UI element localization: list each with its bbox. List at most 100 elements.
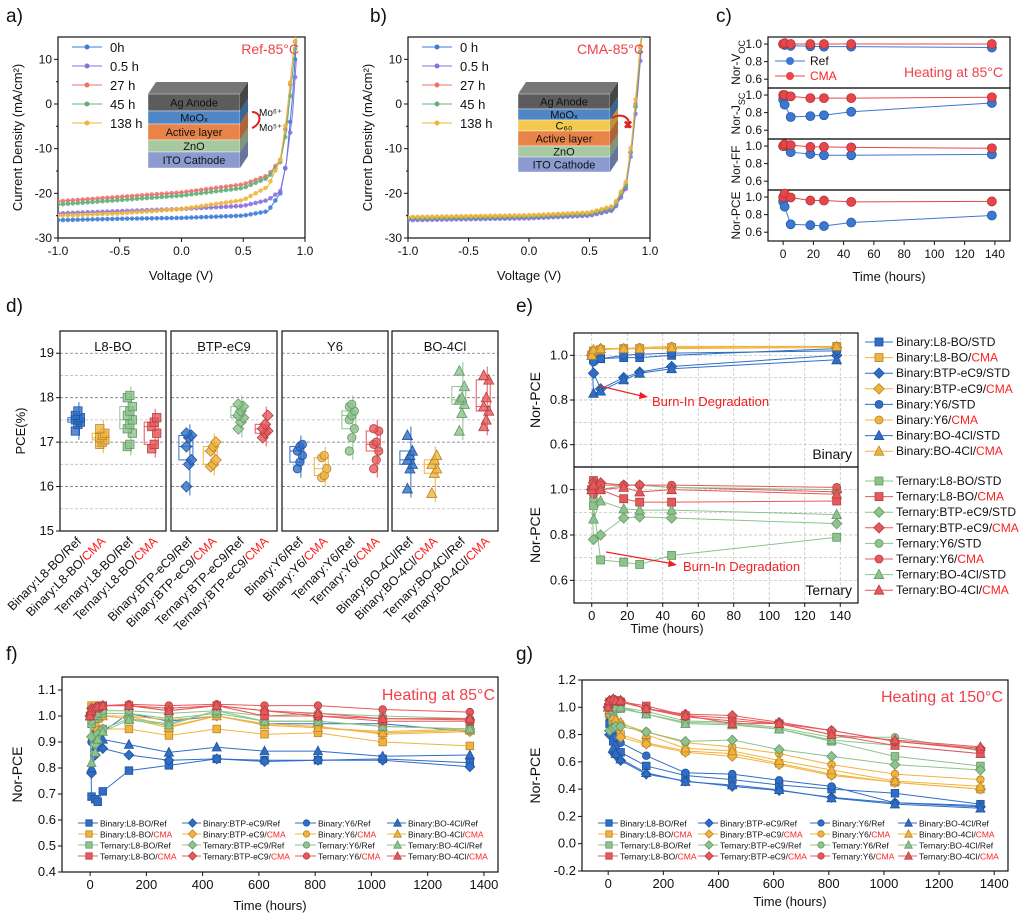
y-tick-label: 0.6: [745, 225, 762, 239]
data-point: [623, 179, 629, 185]
data-point: [594, 529, 607, 541]
data-point: [169, 207, 174, 212]
data-point: [619, 557, 629, 567]
x-tick-label: 200: [136, 877, 158, 892]
data-point: [638, 49, 643, 55]
y-tick-label: -10: [35, 142, 53, 156]
data-point: [238, 182, 244, 188]
data-point: [180, 427, 193, 440]
legend-label: Ternary:BTP-eC9/Ref: [203, 841, 285, 851]
data-point: [604, 205, 609, 211]
legend-label: Ternary:Y6/Ref: [318, 841, 375, 851]
data-point: [322, 464, 332, 474]
data-point: [159, 215, 165, 221]
data-point: [638, 43, 643, 49]
data-point: [159, 194, 165, 200]
legend-label: Ternary:Y6/CMA: [896, 552, 984, 566]
data-point: [95, 424, 105, 434]
data-point: [248, 201, 253, 207]
y-axis-label: Current Density (mA/cm²): [10, 64, 25, 211]
data-point: [208, 189, 214, 195]
data-point: [617, 512, 630, 524]
legend-item: Binary:Y6/Ref: [810, 819, 885, 829]
layer-label: Active layer: [166, 127, 223, 139]
data-point: [458, 213, 464, 219]
data-point: [259, 755, 271, 768]
data-point: [124, 216, 130, 221]
legend-label: Ternary:L8-BO/CMA: [896, 490, 1004, 504]
x-axis-label: Time (hours): [753, 894, 826, 909]
data-point: [480, 413, 492, 425]
series-Binary:BO-4Cl/CMA: [586, 340, 843, 360]
legend-item: Binary:L8-BO/Ref: [78, 819, 167, 829]
panel-label-d: d): [6, 296, 23, 317]
legend-item: Ternary:L8-BO/STD: [865, 474, 1002, 488]
data-point: [184, 205, 189, 211]
data-point: [259, 745, 270, 756]
stability-chart-g: 0 200 400 600 800 1000 1200 1400 -0.2 0.0 0.2 0.4 0.…: [527, 672, 1009, 909]
box-Ternary:BTP-eC9/CMA: [254, 406, 274, 447]
data-point: [640, 738, 652, 750]
stack-top-face: [518, 82, 618, 94]
y-tick-label: 0.6: [550, 572, 568, 587]
data-point: [406, 444, 419, 456]
data-point: [164, 194, 169, 199]
data-point: [243, 212, 249, 218]
data-point: [258, 188, 263, 193]
data-point: [831, 508, 843, 519]
data-point: [449, 214, 454, 219]
panel-label-g: g): [516, 644, 533, 665]
block-x-icon: ✖: [623, 118, 633, 132]
data-point: [263, 185, 268, 191]
y-tick-label: 10: [389, 52, 403, 66]
data-point: [502, 213, 508, 218]
legend-item: Binary:Y6/CMA: [865, 413, 978, 427]
stack-side-face: [610, 119, 618, 146]
y-tick-label: 16: [40, 479, 54, 494]
legend-marker: [873, 429, 885, 441]
data-point: [726, 734, 738, 746]
legend-label: 138 h: [110, 116, 143, 131]
series-Ternary:L8-BO/Ref: [603, 703, 985, 771]
data-point: [986, 92, 997, 103]
data-point: [86, 762, 97, 773]
data-point: [189, 192, 194, 197]
legend-label: Ternary:BO-4Cl/STD: [896, 568, 1006, 582]
x-tick-label: 400: [192, 877, 214, 892]
data-point: [273, 192, 278, 197]
data-point: [232, 398, 245, 411]
data-point: [618, 502, 630, 514]
data-point: [134, 209, 140, 215]
legend-label: Ternary:BO-4Cl/CMA: [896, 583, 1009, 597]
x-axis-label: Time (hours): [630, 621, 703, 636]
data-point: [773, 784, 785, 795]
data-point: [456, 391, 468, 403]
data-point: [846, 196, 857, 207]
layer-label: MoOₓ: [550, 110, 578, 122]
data-point: [243, 202, 249, 208]
data-point: [194, 215, 199, 220]
x-tick-label: 60: [867, 247, 881, 261]
data-point: [129, 210, 135, 215]
legend-marker: [302, 841, 311, 849]
data-point: [233, 203, 239, 209]
box-Binary:BO-4Cl/CMA: [423, 446, 443, 503]
x-axis-label: Time (hours): [233, 898, 306, 913]
data-point: [613, 198, 619, 204]
data-point: [139, 196, 145, 201]
y-tick-label: 0.8: [38, 760, 56, 775]
data-point: [213, 189, 219, 194]
data-point: [73, 406, 83, 416]
series-Ternary:BO-4Cl/CMA: [586, 479, 843, 499]
data-point: [507, 213, 512, 218]
legend-label: Ternary:BTP-eC9/CMA: [203, 852, 290, 862]
box-Binary:L8-BO/CMA: [91, 419, 110, 454]
condition-label: Ref-85°C: [241, 41, 299, 57]
data-point: [347, 433, 357, 443]
data-point: [377, 720, 388, 731]
legend-item: 138 h: [72, 116, 143, 131]
data-point: [258, 210, 263, 215]
y-tick-label: 1.0: [558, 699, 576, 714]
panel-label-a: a): [6, 6, 23, 27]
data-point: [478, 369, 490, 381]
